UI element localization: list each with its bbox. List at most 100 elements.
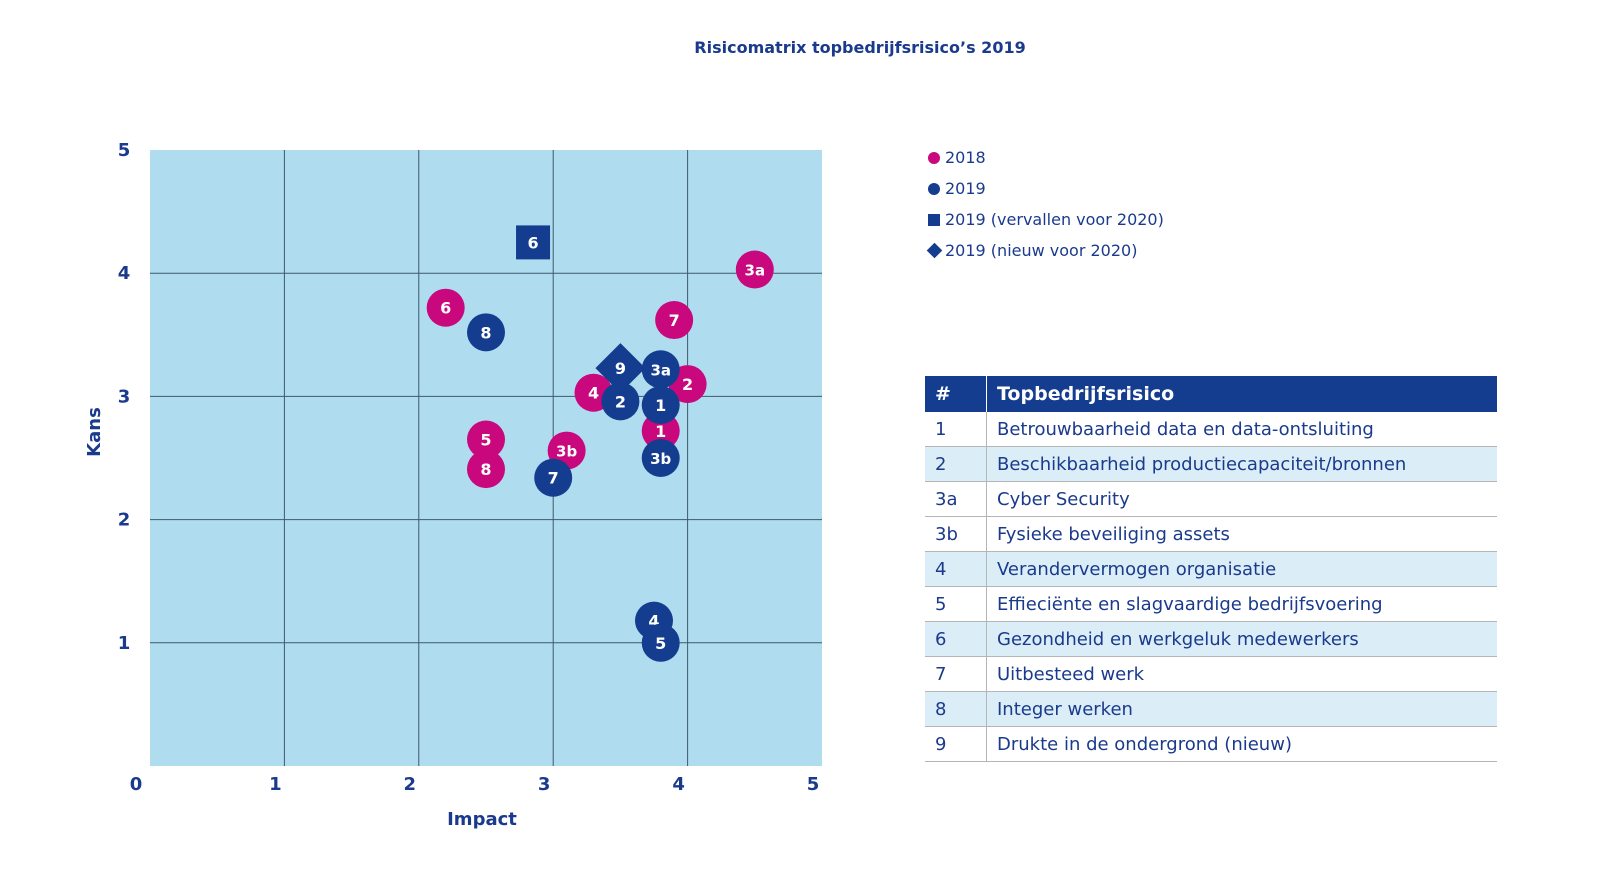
point-marker [601,382,640,421]
data-point: 5 [641,623,680,662]
data-point: 7 [655,301,694,340]
point-marker [516,225,551,260]
y-tick-label: 5 [118,140,131,161]
data-point: 6 [516,225,551,260]
point-marker [426,288,465,327]
point-label: 1 [655,396,666,415]
table-cell-number: 2 [925,446,987,482]
table-cell-number: 3b [925,516,987,552]
point-label: 3b [556,443,577,461]
chart-title: Risicomatrix topbedrijfsrisico’s 2019 [694,38,1026,57]
y-tick-label: 4 [118,263,131,284]
table-header-number: # [925,376,987,412]
table-cell-number: 5 [925,586,987,622]
point-marker [641,439,680,477]
table-row: 1 Betrouwbaarheid data en data-ontsluitin… [925,412,1497,447]
data-point: 7 [534,458,573,497]
point-label: 8 [480,323,491,342]
circle-marker-icon [927,182,940,195]
point-label: 5 [480,431,491,450]
legend-item-2019-nieuw: 2019 (nieuw voor 2020) [925,235,1164,266]
circle-marker-icon [927,151,940,164]
table-cell-risk: Beschikbaarheid productiecapaciteit/bron… [986,446,1497,482]
table-row: 3b Fysieke beveiliging assets [925,516,1497,552]
y-tick-label: 1 [118,633,131,654]
point-label: 6 [440,299,451,318]
table-cell-risk: Uitbesteed werk [986,656,1497,692]
point-label: 2 [615,392,626,411]
table-cell-number: 7 [925,656,987,692]
table-cell-number: 6 [925,621,987,657]
table-cell-number: 8 [925,691,987,727]
table-row: 4 Verandervermogen organisatie [925,551,1497,587]
diamond-marker-icon [926,242,943,259]
point-label: 4 [648,612,659,631]
point-label: 7 [669,311,680,330]
point-label: 3a [650,361,671,379]
legend-label: 2018 [945,148,986,167]
table-header-row: # Topbedrijfsrisico [925,376,1497,412]
y-tick-label: 2 [118,510,131,531]
x-axis-label: Impact [447,809,517,830]
square-marker-icon [927,213,940,226]
point-marker [735,250,774,289]
point-marker [467,420,505,459]
risk-table: # Topbedrijfsrisico 1 Betrouwbaarheid dat… [925,376,1497,762]
legend-label: 2019 (vervallen voor 2020) [945,210,1164,229]
point-label: 3b [650,450,671,468]
data-point: 9 [595,343,646,394]
point-marker [595,343,646,394]
table-cell-risk: Integer werken [986,691,1497,727]
legend-item-2019-vervallen: 2019 (vervallen voor 2020) [925,204,1164,235]
table-cell-number: 9 [925,726,987,762]
data-point: 3a [641,350,680,389]
table-cell-risk: Cyber Security [986,481,1497,517]
x-tick-label: 2 [404,774,417,795]
point-label: 4 [588,384,599,403]
point-marker [534,458,573,497]
y-tick-label: 3 [118,386,131,407]
table-cell-number: 1 [925,412,987,447]
table-row: 3a Cyber Security [925,481,1497,517]
data-point: 2 [601,382,640,421]
x-tick-label: 4 [672,774,685,795]
data-point: 8 [467,313,505,352]
point-marker [655,301,694,340]
data-point: 3a [735,250,774,289]
legend-label: 2019 (nieuw voor 2020) [945,241,1138,260]
data-point: 1 [641,386,680,425]
point-marker [467,313,505,352]
legend: 2018 2019 2019 (vervallen voor 2020) 201… [925,142,1164,266]
table-cell-number: 4 [925,551,987,587]
table-cell-number: 3a [925,481,987,517]
point-marker [641,350,680,389]
table-cell-risk: Verandervermogen organisatie [986,551,1497,587]
table-row: 2 Beschikbaarheid productiecapaciteit/bro… [925,446,1497,482]
legend-label: 2019 [945,179,986,198]
point-label: 8 [480,460,491,479]
legend-item-2018: 2018 [925,142,1164,173]
x-tick-label: 5 [807,774,820,795]
x-tick-label: 0 [130,774,143,795]
data-point: 6 [426,288,465,327]
data-point: 8 [467,450,505,489]
point-label: 6 [527,233,538,252]
table-row: 7 Uitbesteed werk [925,656,1497,692]
point-label: 5 [655,634,666,653]
point-label: 3a [745,262,766,280]
table-row: 8 Integer werken [925,691,1497,727]
point-marker [467,450,505,489]
point-label: 9 [615,359,626,378]
point-marker [641,623,680,662]
table-cell-risk: Gezondheid en werkgeluk medewerkers [986,621,1497,657]
point-label: 2 [682,375,693,394]
table-header-risk: Topbedrijfsrisico [986,376,1497,412]
point-label: 1 [655,422,666,441]
data-point: 3b [641,439,680,477]
table-row: 5 Effieciënte en slagvaardige bedrijfsvoe… [925,586,1497,622]
table-cell-risk: Effieciënte en slagvaardige bedrijfsvoer… [986,586,1497,622]
point-marker [641,386,680,425]
